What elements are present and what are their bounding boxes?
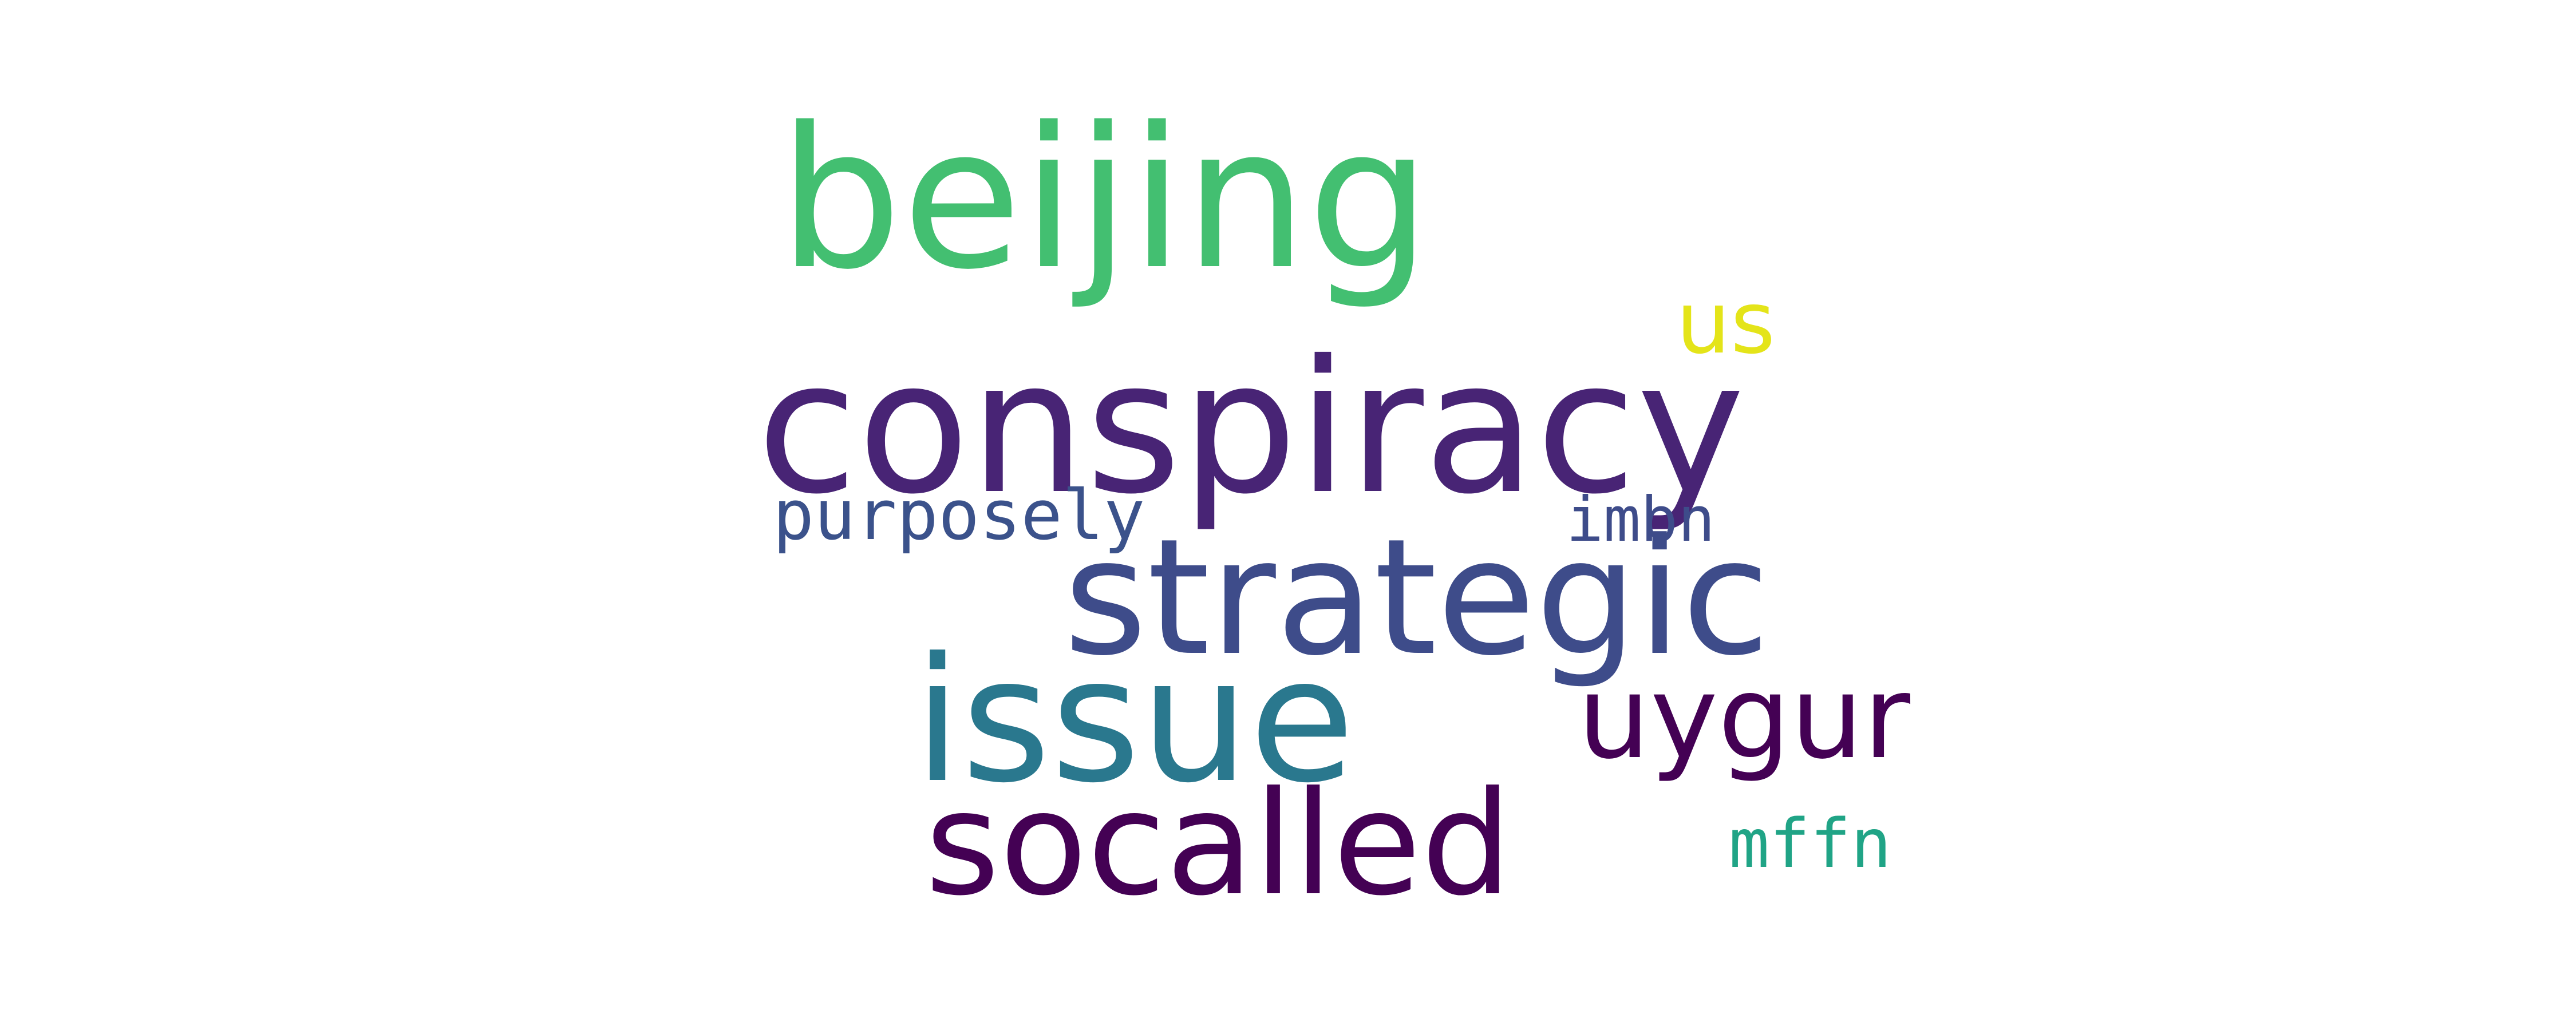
word-socalled: socalled (925, 760, 1512, 927)
word-us: us (1676, 274, 1776, 373)
word-issue: issue (914, 621, 1355, 821)
word-beijing: beijing (779, 86, 1431, 312)
word-conspiracy: conspiracy (757, 322, 1745, 534)
word-mffn: mffn (1729, 804, 1892, 883)
word-imbn: imbn (1566, 484, 1716, 556)
word-strategic: strategic (1064, 505, 1770, 691)
word-purposely: purposely (773, 476, 1145, 556)
word-uygur: uygur (1578, 651, 1911, 785)
